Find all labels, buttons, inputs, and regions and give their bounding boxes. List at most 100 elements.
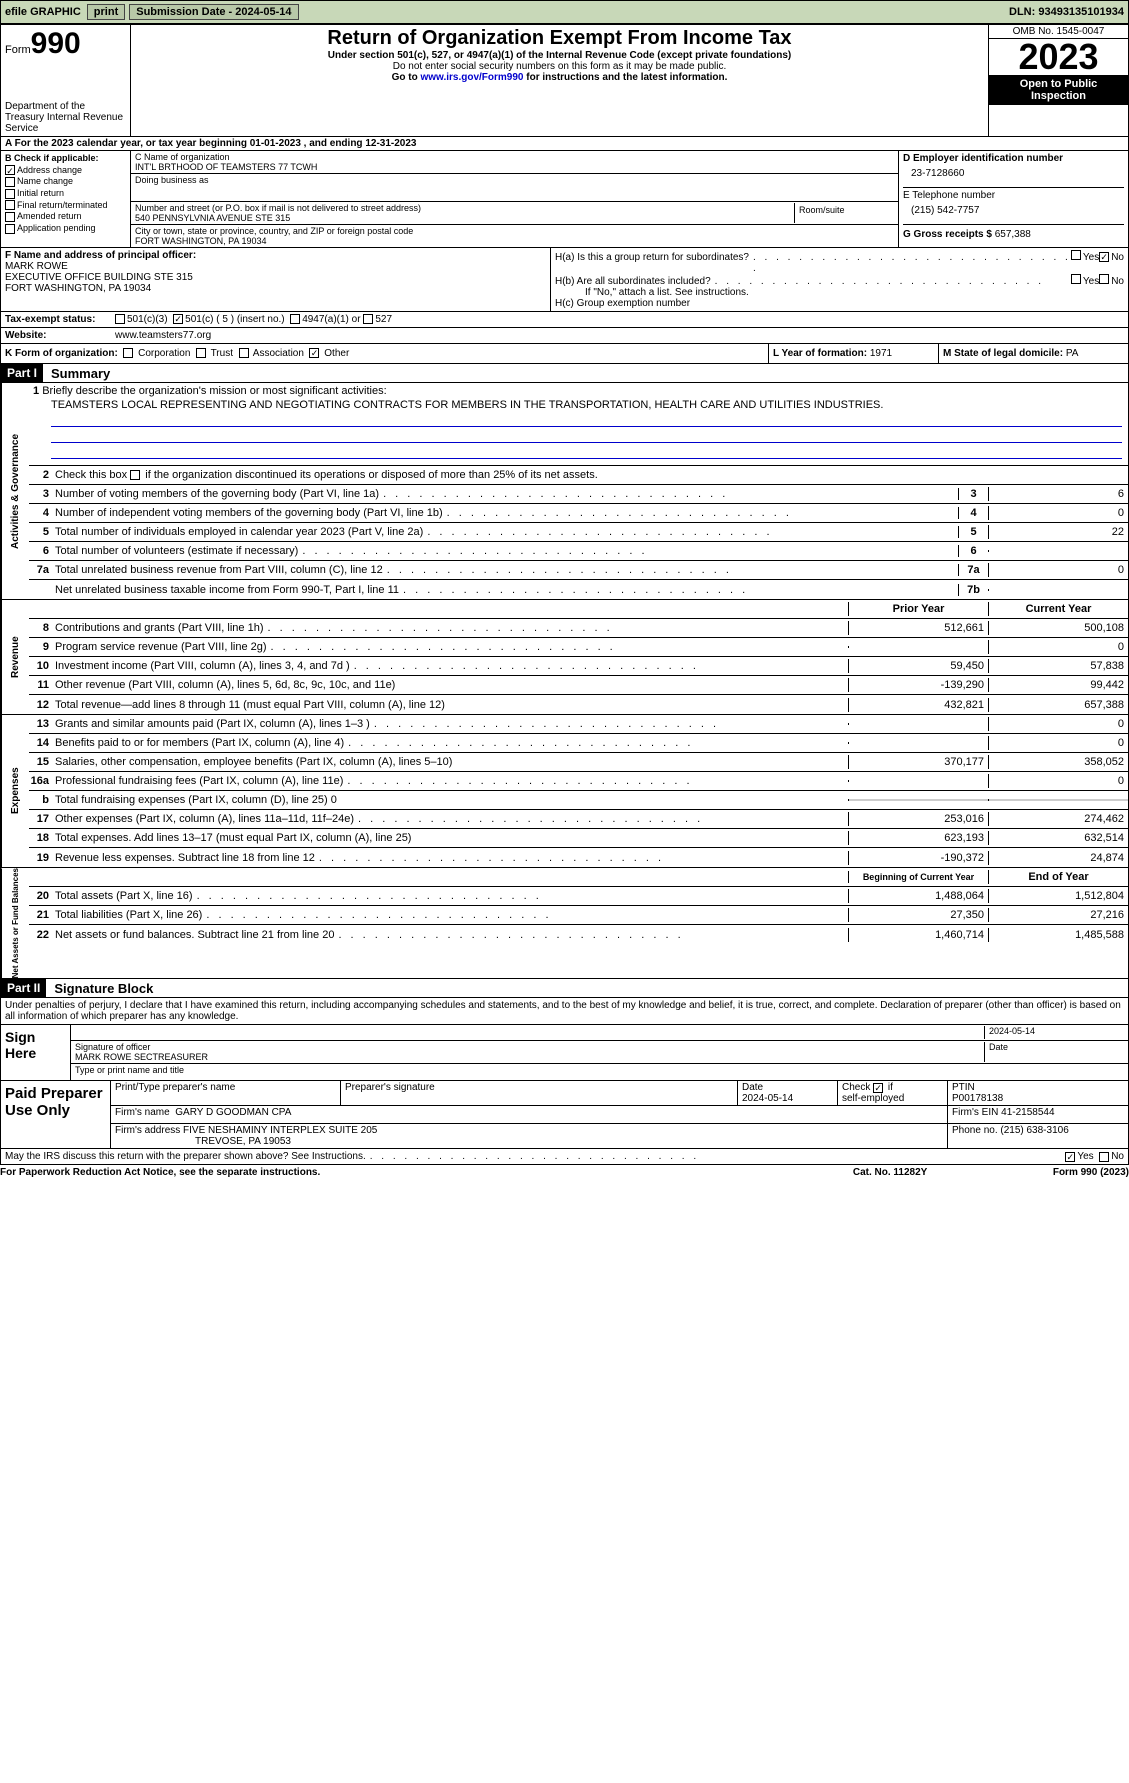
cb-self-employed[interactable] — [873, 1083, 883, 1093]
line7b: Net unrelated business taxable income fr… — [55, 584, 403, 596]
discuss-yes[interactable] — [1065, 1152, 1075, 1162]
lbl-name-change: Name change — [17, 176, 73, 186]
ein-label: D Employer identification number — [903, 153, 1063, 164]
hb-no[interactable] — [1099, 274, 1109, 284]
sig-declaration: Under penalties of perjury, I declare th… — [1, 998, 1128, 1025]
firm-addr2: TREVOSE, PA 19053 — [115, 1136, 291, 1147]
year-formation: 1971 — [870, 348, 892, 359]
discuss-row: May the IRS discuss this return with the… — [0, 1149, 1129, 1165]
phone-value: (215) 542-7757 — [903, 201, 1124, 224]
gross-receipts-label: G Gross receipts $ — [903, 229, 995, 240]
firm-phone: (215) 638-3106 — [1000, 1125, 1068, 1136]
cb-line2[interactable] — [130, 470, 140, 480]
c22: 1,485,588 — [988, 928, 1128, 942]
cb-4947[interactable] — [290, 314, 300, 324]
cb-trust[interactable] — [196, 348, 206, 358]
p13 — [848, 723, 988, 725]
officer-addr2: FORT WASHINGTON, PA 19034 — [5, 283, 151, 294]
cb-assoc[interactable] — [239, 348, 249, 358]
year-formation-label: L Year of formation: — [773, 348, 870, 359]
goto-post: for instructions and the latest informat… — [523, 72, 727, 83]
p20: 1,488,064 — [848, 889, 988, 903]
ptin: P00178138 — [952, 1093, 1003, 1104]
box-b-header: B Check if applicable: — [5, 153, 99, 163]
l14: Benefits paid to or for members (Part IX… — [55, 737, 348, 749]
cb-corp[interactable] — [123, 348, 133, 358]
lbl-final-return: Final return/terminated — [17, 200, 108, 210]
cb-501c[interactable] — [173, 314, 183, 324]
firm-name: GARY D GOODMAN CPA — [175, 1107, 291, 1118]
lbl-corp: Corporation — [138, 348, 190, 359]
l8: Contributions and grants (Part VIII, lin… — [55, 622, 268, 634]
hb-yes[interactable] — [1071, 274, 1081, 284]
c16b-gray — [988, 799, 1128, 801]
firm-name-label: Firm's name — [115, 1107, 172, 1118]
c13: 0 — [988, 717, 1128, 731]
ha-no[interactable] — [1099, 252, 1109, 262]
box-h: H(a) Is this a group return for subordin… — [551, 248, 1128, 311]
hdr-beginning: Beginning of Current Year — [848, 871, 988, 883]
l19: Revenue less expenses. Subtract line 18 … — [55, 852, 319, 864]
line7a: Total unrelated business revenue from Pa… — [55, 564, 387, 576]
line6: Total number of volunteers (estimate if … — [55, 545, 302, 557]
ha-label: H(a) Is this a group return for subordin… — [555, 252, 753, 263]
box-l: L Year of formation: 1971 — [768, 344, 938, 363]
form-title: Return of Organization Exempt From Incom… — [135, 27, 984, 50]
checkbox-initial-return[interactable] — [5, 189, 15, 199]
dept-treasury: Department of the Treasury Internal Reve… — [5, 101, 126, 134]
firm-phone-label: Phone no. — [952, 1125, 1000, 1136]
part1-tag: Part I — [1, 364, 43, 382]
c10: 57,838 — [988, 659, 1128, 673]
l22: Net assets or fund balances. Subtract li… — [55, 929, 338, 941]
print-button[interactable]: print — [87, 4, 125, 20]
vert-ag: Activities & Governance — [1, 383, 29, 599]
h-note: If "No," attach a list. See instructions… — [555, 287, 1124, 298]
c14: 0 — [988, 736, 1128, 750]
goto-link[interactable]: www.irs.gov/Form990 — [420, 72, 523, 83]
part1-label: Summary — [43, 366, 110, 381]
tax-exempt-label: Tax-exempt status: — [5, 314, 115, 325]
discuss-no[interactable] — [1099, 1152, 1109, 1162]
checkbox-address-change[interactable] — [5, 165, 15, 175]
checkbox-amended[interactable] — [5, 212, 15, 222]
l15: Salaries, other compensation, employee b… — [53, 755, 848, 769]
l16b: Total fundraising expenses (Part IX, col… — [53, 793, 848, 807]
hc-label: H(c) Group exemption number — [555, 298, 1124, 309]
val3: 6 — [988, 487, 1128, 501]
checkbox-name-change[interactable] — [5, 177, 15, 187]
cb-501c3[interactable] — [115, 314, 125, 324]
checkbox-final-return[interactable] — [5, 200, 15, 210]
goto-line: Go to www.irs.gov/Form990 for instructio… — [135, 72, 984, 83]
l13: Grants and similar amounts paid (Part IX… — [55, 718, 374, 730]
cb-527[interactable] — [363, 314, 373, 324]
box-i: Tax-exempt status: 501(c)(3) 501(c) ( 5 … — [0, 312, 1129, 328]
prep-date-label: Date — [742, 1082, 763, 1093]
cb-other[interactable] — [309, 348, 319, 358]
lbl-yes: Yes — [1077, 1151, 1093, 1162]
lbl-other: Other — [324, 348, 349, 359]
sig-date: 2024-05-14 — [984, 1026, 1124, 1039]
paid-preparer-label: Paid Preparer Use Only — [1, 1081, 111, 1148]
l16a: Professional fundraising fees (Part IX, … — [55, 775, 347, 787]
dln-label: DLN: 93493135101934 — [1005, 6, 1128, 18]
discuss-q: May the IRS discuss this return with the… — [5, 1151, 370, 1162]
block-fh: F Name and address of principal officer:… — [0, 248, 1129, 312]
part2-header: Part II Signature Block — [0, 979, 1129, 998]
form-word: Form — [5, 44, 31, 56]
lbl-no: No — [1111, 1151, 1124, 1162]
c18: 632,514 — [988, 831, 1128, 845]
checkbox-app-pending[interactable] — [5, 224, 15, 234]
page-footer: For Paperwork Reduction Act Notice, see … — [0, 1165, 1129, 1180]
l9: Program service revenue (Part VIII, line… — [55, 641, 271, 653]
block-klm: K Form of organization: Corporation Trus… — [0, 344, 1129, 364]
hdr-end: End of Year — [988, 870, 1128, 884]
ha-yes[interactable] — [1071, 250, 1081, 260]
vert-expenses: Expenses — [1, 715, 29, 867]
mission-text: TEAMSTERS LOCAL REPRESENTING AND NEGOTIA… — [51, 399, 883, 411]
c16a: 0 — [988, 774, 1128, 788]
p21: 27,350 — [848, 908, 988, 922]
line4: Number of independent voting members of … — [55, 507, 447, 519]
officer-name: MARK ROWE — [5, 261, 68, 272]
c15: 358,052 — [988, 755, 1128, 769]
l12: Total revenue—add lines 8 through 11 (mu… — [53, 698, 848, 712]
